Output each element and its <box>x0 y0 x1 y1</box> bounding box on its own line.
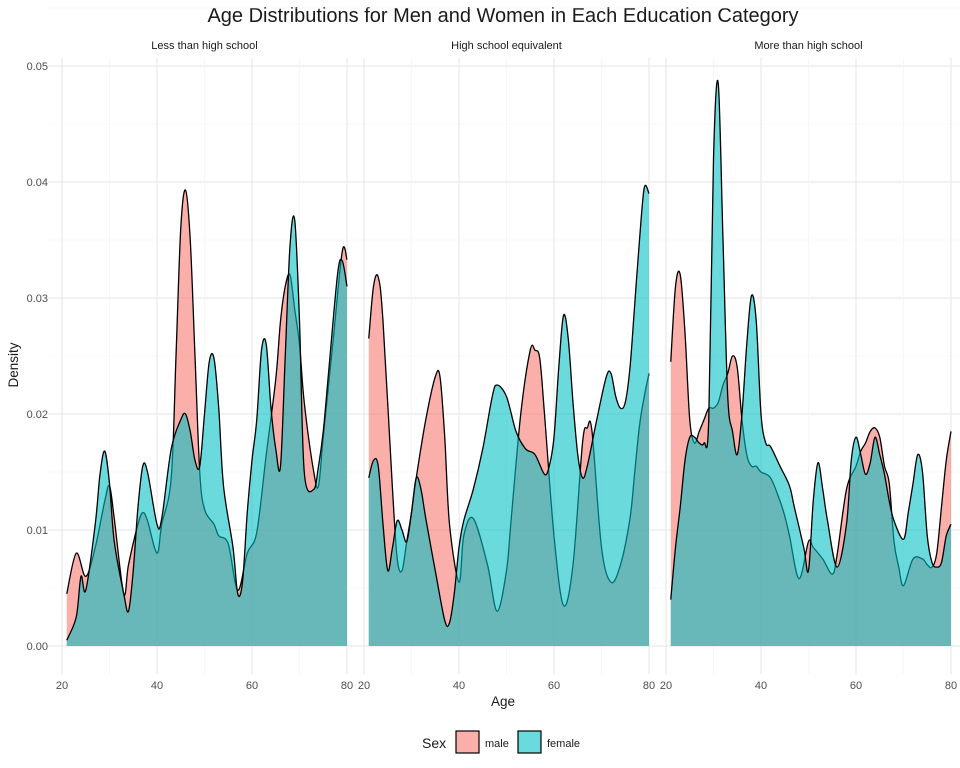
x-tick-label: 80 <box>341 680 353 692</box>
x-axis-title: Age <box>491 694 515 709</box>
y-tick-label: 0.00 <box>27 641 48 653</box>
y-axis: 0.00 0.01 0.02 0.03 0.04 0.05 <box>27 61 48 653</box>
x-tick-label: 20 <box>358 680 370 692</box>
facet-strip-label: Less than high school <box>151 40 257 52</box>
y-tick-label: 0.04 <box>27 177 48 189</box>
x-tick-label: 40 <box>453 680 465 692</box>
legend-key-female <box>517 730 542 754</box>
x-tick-label: 20 <box>660 680 672 692</box>
density-area-female <box>368 185 649 646</box>
x-tick-label: 60 <box>548 680 560 692</box>
facet-panel: High school equivalent 20 40 60 80 <box>350 7 663 692</box>
legend-title: Sex <box>422 735 446 751</box>
density-line-female <box>66 215 348 641</box>
facet-panel: More than high school 20 40 60 80 <box>652 7 960 692</box>
legend-label-male: male <box>485 738 509 750</box>
x-tick-label: 40 <box>151 680 163 692</box>
x-tick-label: 80 <box>945 680 957 692</box>
facet-panel: Less than high school 20 40 60 80 <box>48 7 361 692</box>
x-tick-label: 60 <box>850 680 862 692</box>
density-line-female <box>670 79 952 600</box>
facet-strip-label: More than high school <box>754 40 862 52</box>
y-tick-label: 0.01 <box>27 525 48 537</box>
legend-key-male <box>455 730 480 754</box>
y-axis-title: Density <box>6 342 21 387</box>
y-tick-label: 0.03 <box>27 293 48 305</box>
y-tick-label: 0.02 <box>27 409 48 421</box>
density-area-female <box>670 80 951 646</box>
x-tick-label: 60 <box>246 680 258 692</box>
facet-strip-label: High school equivalent <box>451 40 562 52</box>
density-line-female <box>368 184 650 628</box>
legend: Sex male female <box>422 730 580 754</box>
chart-title: Age Distributions for Men and Women in E… <box>207 5 798 27</box>
x-tick-label: 20 <box>56 680 68 692</box>
legend-label-female: female <box>547 738 580 750</box>
density-area-female <box>66 215 347 647</box>
x-tick-label: 40 <box>755 680 767 692</box>
x-tick-label: 80 <box>643 680 655 692</box>
y-tick-label: 0.05 <box>27 61 48 73</box>
